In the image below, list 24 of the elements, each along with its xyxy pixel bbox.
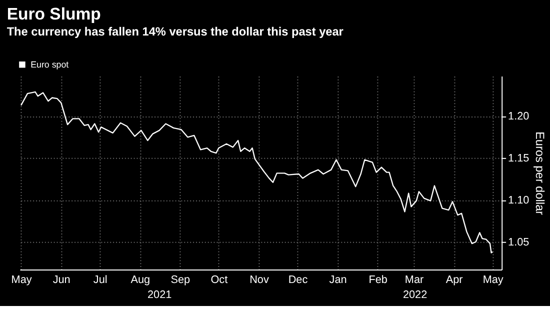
legend-label: Euro spot xyxy=(30,60,70,70)
x-tick-label: Jul xyxy=(93,274,108,286)
text: 2022 xyxy=(402,289,428,302)
x-tick-label: May xyxy=(482,274,504,286)
chart-subtitle: The currency has fallen 14% versus the dollar this past year xyxy=(6,24,344,38)
chart-title: Euro Slump xyxy=(6,4,101,24)
y-tick-label: 1.10 xyxy=(508,194,530,206)
x-tick-label: Dec xyxy=(288,274,308,286)
x-tick-label: Sep xyxy=(170,274,190,286)
x-tick-label: Apr xyxy=(446,274,464,286)
x-tick-label: Nov xyxy=(250,274,270,286)
text: 2021 xyxy=(148,289,172,302)
x-tick-label: Feb xyxy=(368,274,388,286)
x-tick-label: Jan xyxy=(329,274,347,286)
y-tick-label: 1.05 xyxy=(508,236,530,248)
x-tick-label: May xyxy=(11,274,32,286)
y-axis-title: Euros per dollar xyxy=(533,131,548,216)
line-series xyxy=(20,91,494,254)
x-tick-label: Oct xyxy=(210,274,228,286)
x-tick-label: Aug xyxy=(130,274,150,286)
y-tick-label: 1.15 xyxy=(508,152,530,165)
x-tick-label: Jun xyxy=(52,274,70,286)
y-tick-label: 1.20 xyxy=(508,110,530,123)
x-tick-label: Mar xyxy=(404,274,424,286)
